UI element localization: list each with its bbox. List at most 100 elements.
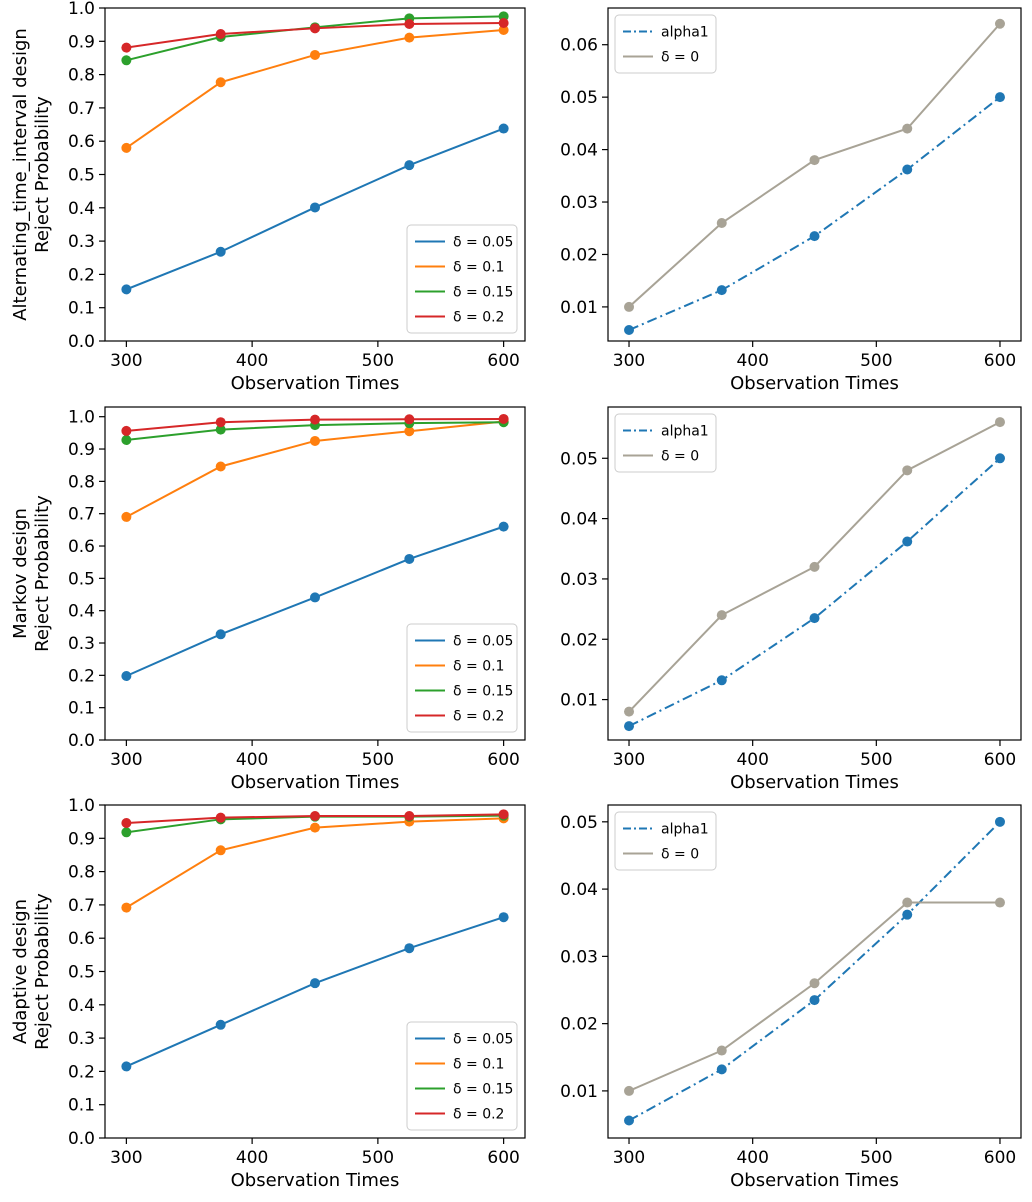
data-point-3-1-3: [902, 465, 913, 476]
legend-1: alpha1 δ = 0: [614, 14, 717, 74]
legend-box-4: [406, 1021, 518, 1131]
y-tick-label-2-9: 0.9: [68, 440, 95, 460]
y-tick-label-4-5: 0.5: [68, 963, 95, 983]
x-tick-label-1-2: 500: [860, 351, 892, 371]
data-point-0-1-1: [215, 77, 226, 88]
axes-frame-1: [607, 7, 1022, 342]
x-tick-label-5-0: 300: [613, 1148, 645, 1168]
data-point-3-0-3: [902, 536, 913, 547]
legend-label-4-0: δ = 0.05: [453, 1032, 513, 1048]
data-point-3-1-4: [994, 417, 1005, 428]
y-tick-label-2-6: 0.6: [68, 537, 95, 557]
y-tick-label-1-4: 0.05: [560, 88, 598, 108]
series-line-1-0: [628, 96, 1001, 331]
x-tick-label-3-3: 600: [984, 750, 1016, 770]
data-point-4-0-3: [404, 943, 415, 954]
data-point-0-1-2: [310, 49, 320, 60]
data-point-2-0-4: [498, 521, 509, 532]
y-tick-label-2-5: 0.5: [68, 569, 95, 589]
data-point-2-3-4: [498, 413, 509, 424]
series-line-3-0: [628, 457, 1001, 728]
chart-panel-2: 300 400 500 600 0.0 0.1 0.2 0.3 0.4 0.5 0.6 0.7 0.8 0…: [10, 406, 526, 793]
data-point-5-1-3: [902, 897, 913, 908]
y-axis-label-4-1: Reject Probability: [32, 893, 53, 1050]
data-point-4-1-2: [310, 822, 320, 833]
chart-panel-3: 300 400 500 600 0.01 0.02 0.03 0.04 0.05 Observat…: [560, 406, 1022, 793]
x-tick-label-1-1: 400: [736, 351, 768, 371]
data-point-4-3-3: [404, 810, 415, 821]
y-tick-label-0-3: 0.3: [68, 232, 95, 252]
chart-panel-5: 300 400 500 600 0.01 0.02 0.03 0.04 0.05 Observat…: [560, 804, 1022, 1191]
legend-label-2-2: δ = 0.15: [453, 684, 513, 700]
data-point-2-2-1: [215, 424, 226, 435]
y-tick-label-2-0: 0.0: [68, 731, 95, 751]
x-tick-label-3-2: 500: [860, 750, 892, 770]
y-tick-label-0-8: 0.8: [68, 66, 95, 86]
data-point-1-0-4: [994, 92, 1005, 103]
data-point-1-0-0: [624, 324, 635, 335]
data-point-1-1-4: [994, 18, 1005, 29]
data-point-4-1-0: [121, 902, 132, 913]
legend-label-2-1: δ = 0.1: [453, 659, 504, 675]
x-tick-label-2-3: 600: [487, 750, 519, 770]
data-point-1-1-0: [624, 301, 635, 312]
data-point-5-0-4: [994, 816, 1005, 827]
chart-panel-1: 300 400 500 600 0.01 0.02 0.03 0.04 0.05 0.06 Obse…: [560, 7, 1022, 394]
legend-label-4-2: δ = 0.15: [453, 1082, 513, 1098]
y-tick-label-2-2: 0.2: [68, 666, 95, 686]
data-point-5-0-1: [716, 1064, 727, 1075]
legend-label-3-0: alpha1: [661, 424, 709, 440]
y-tick-label-0-4: 0.4: [68, 199, 95, 219]
data-point-4-0-1: [215, 1019, 226, 1030]
data-point-0-1-3: [404, 32, 415, 43]
legend-label-4-3: δ = 0.2: [453, 1107, 504, 1123]
data-point-0-1-4: [498, 24, 509, 35]
x-tick-label-3-1: 400: [736, 750, 768, 770]
x-tick-label-5-2: 500: [860, 1148, 892, 1168]
chart-panel-4: 300 400 500 600 0.0 0.1 0.2 0.3 0.4 0.5 0.6 0.7 0.8 0…: [10, 796, 526, 1191]
axes-frame-2: [104, 406, 526, 741]
data-point-3-1-0: [624, 706, 635, 717]
data-point-0-3-2: [310, 23, 320, 34]
data-point-4-3-4: [498, 809, 509, 820]
chart-panel-0: 300 400 500 600 0.0 0.1 0.2 0.3 0.4 0.5 0.6 0.7 0.8 0…: [10, 0, 526, 394]
legend-box-1: [614, 14, 717, 74]
y-tick-label-1-2: 0.03: [560, 193, 598, 213]
data-point-2-3-2: [310, 414, 320, 425]
y-tick-label-0-10: 1.0: [68, 0, 95, 19]
x-tick-label-3-0: 300: [613, 750, 645, 770]
y-tick-label-2-3: 0.3: [68, 634, 95, 654]
series-line-2-1: [125, 420, 504, 518]
x-tick-label-0-2: 500: [362, 351, 394, 371]
axes-frame-3: [607, 406, 1022, 741]
legend-label-5-1: δ = 0: [661, 847, 699, 863]
y-tick-label-0-1: 0.1: [68, 299, 95, 319]
data-point-1-1-3: [902, 123, 913, 134]
data-point-4-3-2: [310, 810, 320, 821]
legend-label-2-0: δ = 0.05: [453, 634, 513, 650]
data-point-2-3-1: [215, 417, 226, 428]
data-point-1-1-1: [716, 218, 727, 229]
x-tick-label-4-0: 300: [110, 1148, 142, 1168]
legend-label-1-1: δ = 0: [661, 50, 699, 66]
data-point-5-1-2: [809, 978, 820, 989]
x-axis-label-0: Observation Times: [231, 373, 400, 394]
y-tick-label-4-1: 0.1: [68, 1096, 95, 1116]
data-point-1-0-2: [809, 231, 820, 242]
data-point-0-0-1: [215, 246, 226, 257]
legend-label-0-1: δ = 0.1: [453, 260, 504, 276]
legend-label-0-2: δ = 0.15: [453, 285, 513, 301]
data-point-5-0-0: [624, 1115, 635, 1126]
data-point-0-0-4: [498, 123, 509, 134]
data-point-2-0-3: [404, 553, 415, 564]
y-tick-label-3-0: 0.01: [560, 691, 598, 711]
data-point-2-3-3: [404, 414, 415, 425]
data-point-4-0-4: [498, 912, 509, 923]
x-tick-label-4-1: 400: [236, 1148, 268, 1168]
y-tick-label-1-3: 0.04: [560, 141, 598, 161]
data-point-4-3-1: [215, 812, 226, 823]
x-tick-label-0-3: 600: [487, 351, 519, 371]
y-tick-label-2-8: 0.8: [68, 472, 95, 492]
legend-box-2: [406, 623, 518, 733]
